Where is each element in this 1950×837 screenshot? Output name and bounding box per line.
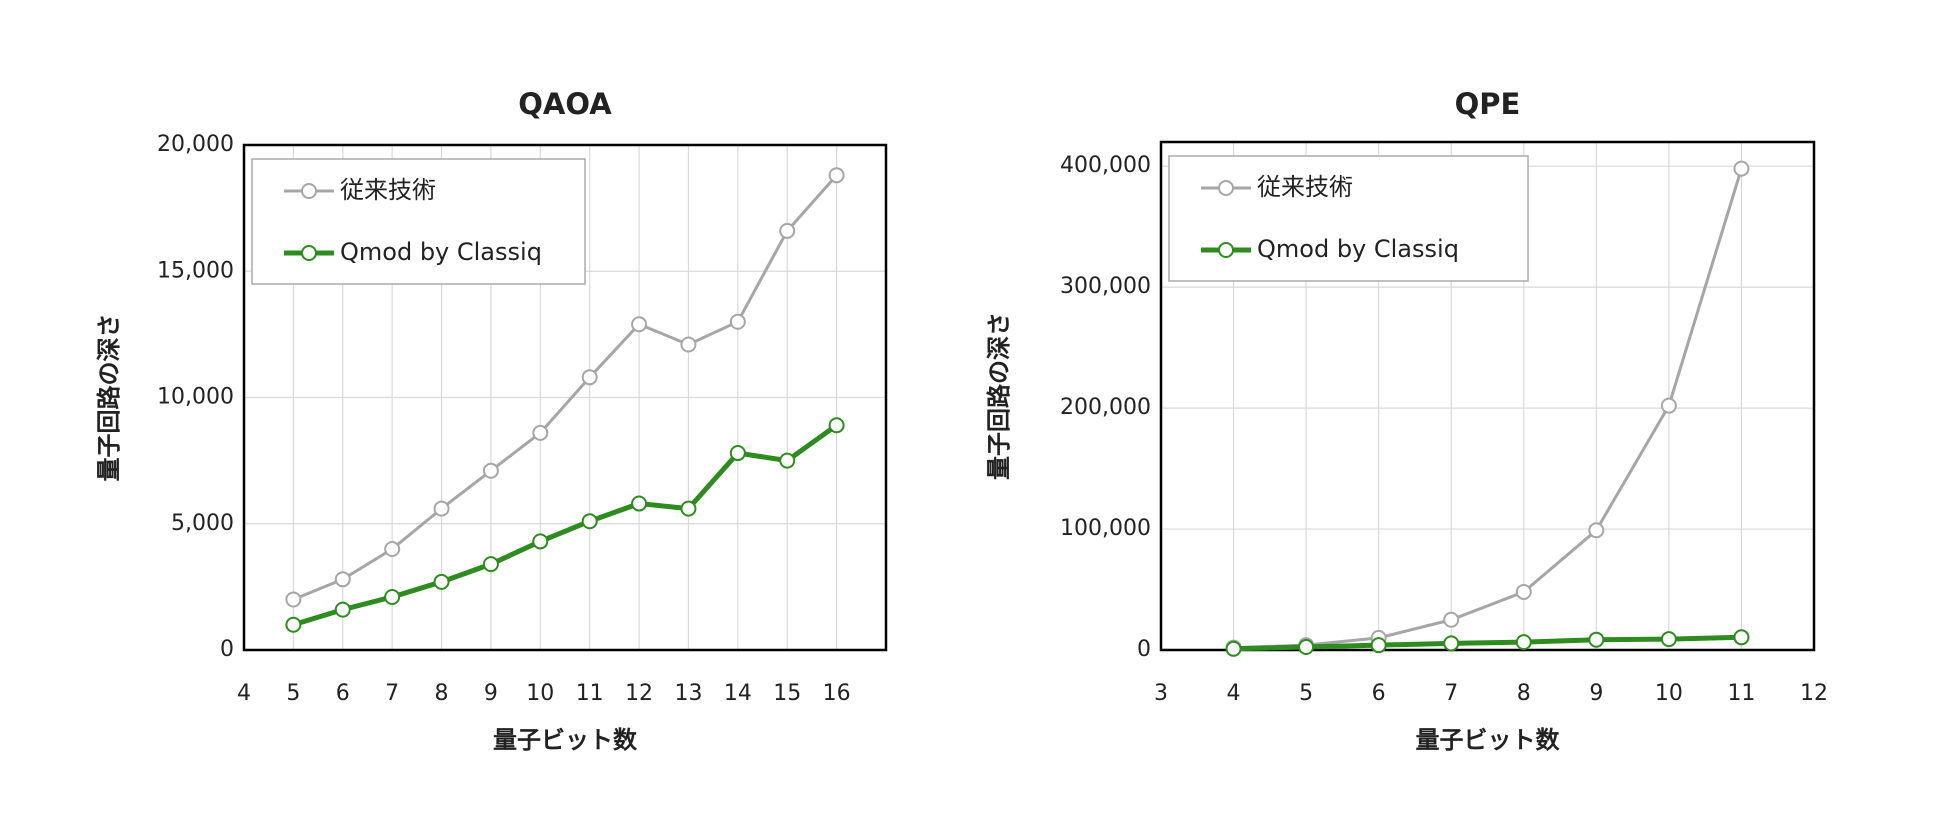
data-point <box>1298 638 1315 655</box>
data-point <box>1660 631 1677 648</box>
data-point <box>1733 629 1750 646</box>
data-point <box>482 462 499 479</box>
data-point <box>532 424 549 441</box>
data-point <box>729 313 746 330</box>
x-tick-label: 4 <box>237 681 251 706</box>
x-tick-label: 9 <box>484 681 498 706</box>
x-tick-label: 16 <box>823 681 851 706</box>
x-tick-label: 8 <box>435 681 449 706</box>
data-point <box>631 316 648 333</box>
x-tick-label: 12 <box>625 681 653 706</box>
x-tick-label: 15 <box>773 681 801 706</box>
data-point <box>1443 635 1460 652</box>
x-tick-label: 4 <box>1227 681 1241 706</box>
data-point <box>433 573 450 590</box>
x-axis-label: 量子ビット数 <box>493 726 638 754</box>
y-tick-label: 20,000 <box>157 132 234 157</box>
legend: 従来技術 Qmod by Classiq <box>251 158 586 285</box>
data-point <box>334 601 351 618</box>
data-point <box>433 500 450 517</box>
series-line <box>1233 634 1742 652</box>
y-tick-label: 100,000 <box>1060 516 1151 541</box>
data-point <box>1588 522 1605 539</box>
data-point <box>779 452 796 469</box>
data-point <box>729 445 746 462</box>
x-tick-label: 6 <box>1372 681 1386 706</box>
legend-box <box>1168 155 1529 282</box>
x-tick-label: 11 <box>576 681 604 706</box>
legend-box <box>251 158 586 285</box>
data-point <box>285 616 302 633</box>
x-tick-label: 13 <box>674 681 702 706</box>
plot-frame <box>1159 140 1816 652</box>
series-line <box>292 174 838 601</box>
legend-marker <box>1218 242 1234 258</box>
x-tick-label: 3 <box>1154 681 1168 706</box>
x-tick-label: 12 <box>1800 681 1828 706</box>
y-tick-label: 200,000 <box>1060 395 1151 420</box>
legend-label: 従来技術 <box>340 176 436 204</box>
x-tick-label: 5 <box>286 681 300 706</box>
chart: QPE 量子ビット数 量子回路の深さ 0 100,000 200,000 300,000 40… <box>985 87 1828 754</box>
data-point <box>384 588 401 605</box>
y-axis-label: 量子回路の深さ <box>985 312 1013 480</box>
data-point <box>631 495 648 512</box>
x-tick-label: 10 <box>1655 681 1683 706</box>
x-tick-label: 9 <box>1589 681 1603 706</box>
data-point <box>680 336 697 353</box>
legend-label: Qmod by Classiq <box>1257 235 1459 263</box>
y-tick-label: 5,000 <box>171 511 234 536</box>
legend-marker <box>301 183 317 199</box>
y-axis-label: 量子回路の深さ <box>95 314 123 482</box>
data-point <box>482 556 499 573</box>
y-tick-label: 0 <box>220 637 234 662</box>
y-tick-label: 15,000 <box>157 258 234 283</box>
chart-title: QAOA <box>518 87 612 121</box>
x-tick-label: 11 <box>1727 681 1755 706</box>
data-point <box>581 369 598 386</box>
legend-marker <box>301 245 317 261</box>
data-point <box>1660 397 1677 414</box>
x-tick-label: 7 <box>1444 681 1458 706</box>
data-point <box>1370 637 1387 654</box>
plot-frame <box>242 143 888 652</box>
y-tick-label: 300,000 <box>1060 274 1151 299</box>
data-point <box>334 571 351 588</box>
data-point <box>828 417 845 434</box>
legend: 従来技術 Qmod by Classiq <box>1168 155 1529 282</box>
data-point <box>384 541 401 557</box>
data-point <box>680 500 697 517</box>
data-point <box>285 591 302 608</box>
x-tick-label: 7 <box>385 681 399 706</box>
series-line <box>292 423 839 628</box>
legend-label: Qmod by Classiq <box>340 238 542 266</box>
legend-label: 従来技術 <box>1257 173 1353 201</box>
chart-title: QPE <box>1455 87 1521 121</box>
legend-marker <box>1218 180 1234 196</box>
data-point <box>1225 640 1242 657</box>
x-tick-label: 5 <box>1299 681 1313 706</box>
x-tick-label: 6 <box>336 681 350 706</box>
data-point <box>1443 611 1460 628</box>
data-point <box>1733 160 1750 177</box>
x-tick-label: 8 <box>1517 681 1531 706</box>
y-tick-label: 400,000 <box>1060 153 1151 178</box>
x-axis-label: 量子ビット数 <box>1416 726 1561 754</box>
x-tick-label: 10 <box>526 681 554 706</box>
data-point <box>1515 634 1532 651</box>
data-point <box>828 167 845 184</box>
x-tick-label: 14 <box>724 681 752 706</box>
data-point <box>779 222 796 239</box>
y-tick-label: 10,000 <box>157 385 234 410</box>
data-point <box>581 513 598 530</box>
data-point <box>532 533 549 550</box>
data-point <box>1588 631 1605 648</box>
data-point <box>1515 583 1532 600</box>
series-line <box>1233 168 1743 650</box>
y-tick-label: 0 <box>1137 637 1151 662</box>
chart: QAOA 量子ビット数 量子回路の深さ 0 5,000 10,000 15,000 20,00… <box>95 87 888 754</box>
